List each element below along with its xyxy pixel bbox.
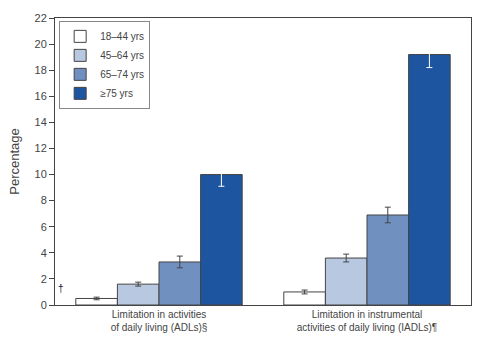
- svg-text:12: 12: [35, 142, 47, 154]
- svg-text:†: †: [58, 283, 64, 294]
- svg-text:14: 14: [35, 116, 47, 128]
- svg-text:20: 20: [35, 38, 47, 50]
- svg-text:10: 10: [35, 168, 47, 180]
- svg-text:Limitation in instrumentalacti: Limitation in instrumentalactivities of …: [297, 309, 437, 333]
- svg-text:0: 0: [41, 299, 47, 311]
- svg-text:16: 16: [35, 90, 47, 102]
- svg-text:6: 6: [41, 221, 47, 233]
- svg-text:2: 2: [41, 273, 47, 285]
- svg-text:22: 22: [35, 12, 47, 24]
- svg-text:45–64 yrs: 45–64 yrs: [100, 50, 144, 61]
- svg-text:18: 18: [35, 64, 47, 76]
- svg-text:4: 4: [41, 247, 47, 259]
- svg-text:65–74 yrs: 65–74 yrs: [100, 69, 144, 80]
- svg-text:18–44 yrs: 18–44 yrs: [100, 31, 144, 42]
- svg-text:Percentage: Percentage: [7, 128, 22, 195]
- svg-text:8: 8: [41, 194, 47, 206]
- svg-text:≥75 yrs: ≥75 yrs: [100, 88, 133, 99]
- svg-text:Limitation in activitiesof dai: Limitation in activitiesof daily living …: [111, 309, 208, 333]
